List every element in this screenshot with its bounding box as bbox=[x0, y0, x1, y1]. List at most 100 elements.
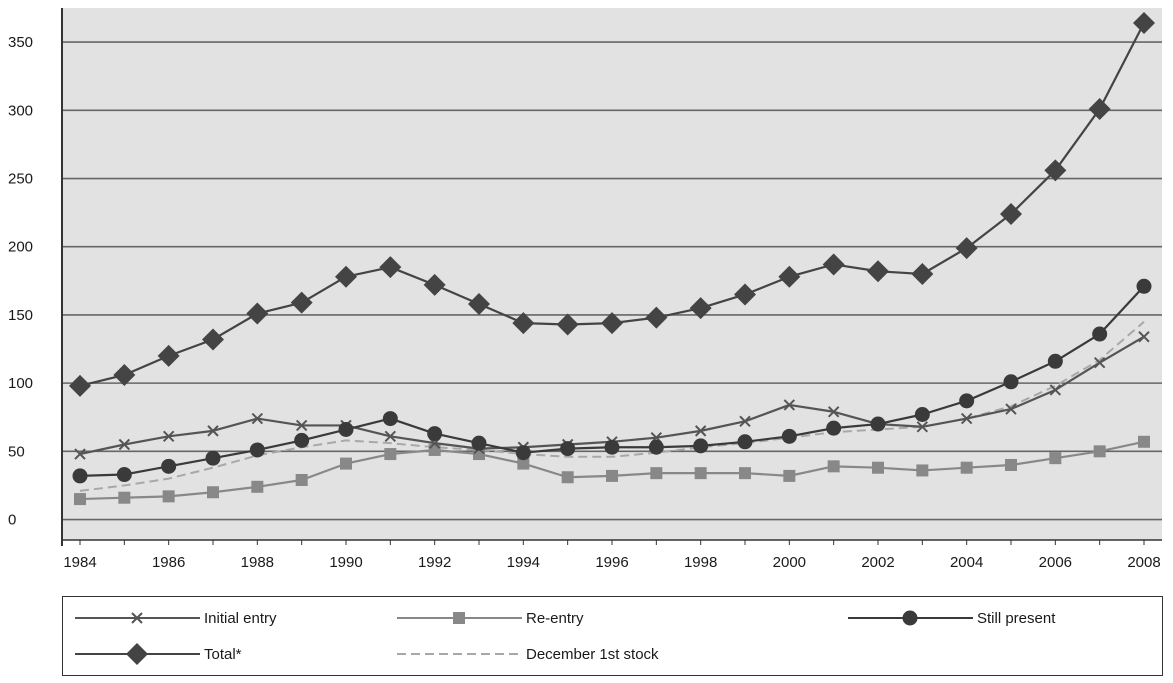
y-tick-label: 0 bbox=[8, 512, 16, 529]
data-point-re-entry bbox=[872, 461, 884, 474]
data-point-still-present bbox=[737, 434, 753, 450]
data-point-initial-entry bbox=[739, 415, 751, 428]
data-point-total bbox=[645, 306, 668, 329]
data-point-re-entry bbox=[162, 490, 175, 503]
data-point-total bbox=[1044, 159, 1067, 182]
data-point-re-entry bbox=[827, 460, 840, 473]
series-december-1st-stock bbox=[79, 320, 1145, 492]
data-point-total bbox=[1000, 202, 1022, 225]
plot-area bbox=[62, 8, 1162, 540]
axes bbox=[61, 8, 1162, 546]
data-point-re-entry bbox=[74, 493, 86, 506]
x-tick-label: 1992 bbox=[418, 554, 451, 571]
x-tick-label: 1994 bbox=[507, 554, 540, 571]
data-point-total bbox=[113, 363, 136, 386]
legend-marker bbox=[126, 643, 148, 665]
legend-marker bbox=[902, 610, 918, 626]
data-point-total bbox=[734, 283, 756, 306]
x-tick-label: 1986 bbox=[152, 554, 185, 571]
x-tick-label: 2002 bbox=[861, 554, 894, 571]
data-point-total bbox=[867, 260, 889, 283]
data-point-re-entry bbox=[207, 486, 219, 499]
data-point-total bbox=[379, 256, 402, 279]
legend-item-re-entry: Re-entry bbox=[397, 607, 584, 629]
series-lines bbox=[69, 12, 1155, 506]
x-tick-label: 2000 bbox=[773, 554, 806, 571]
data-point-re-entry bbox=[517, 457, 530, 470]
data-point-initial-entry bbox=[162, 430, 175, 443]
data-point-still-present bbox=[205, 450, 221, 466]
data-point-total bbox=[822, 253, 845, 276]
legend-swatch-dashed-line-icon bbox=[397, 653, 522, 655]
data-point-total bbox=[335, 265, 357, 288]
data-point-total bbox=[778, 265, 801, 288]
legend-item-initial-entry: Initial entry bbox=[75, 607, 277, 629]
data-point-re-entry bbox=[428, 443, 441, 456]
data-point-re-entry bbox=[1049, 452, 1062, 465]
data-point-initial-entry bbox=[783, 399, 796, 411]
x-tick-label: 1988 bbox=[241, 554, 274, 571]
data-point-re-entry bbox=[340, 457, 352, 470]
y-tick-label: 200 bbox=[8, 239, 33, 256]
data-point-still-present bbox=[870, 416, 886, 432]
data-point-initial-entry bbox=[916, 421, 929, 433]
data-point-initial-entry bbox=[384, 430, 397, 443]
data-point-initial-entry bbox=[694, 425, 707, 437]
data-point-still-present bbox=[515, 445, 531, 461]
line-chart: 0 50 100 150 200 250 300 350 1984 1986 1988 1990 199… bbox=[8, 8, 1162, 571]
x-tick-label: 2004 bbox=[950, 554, 983, 571]
data-point-still-present bbox=[693, 438, 709, 454]
data-point-initial-entry bbox=[960, 412, 973, 425]
data-point-still-present bbox=[427, 426, 443, 442]
data-point-still-present bbox=[560, 441, 576, 457]
legend-item-december-1st-stock: December 1st stock bbox=[397, 643, 659, 665]
data-point-total bbox=[157, 344, 180, 367]
data-point-total bbox=[202, 328, 224, 351]
data-point-re-entry bbox=[561, 471, 574, 484]
tick-labels: 0 50 100 150 200 250 300 350 1984 1986 1988 1990 199… bbox=[8, 34, 1161, 571]
legend-label: December 1st stock bbox=[526, 645, 659, 663]
data-point-still-present bbox=[648, 439, 664, 455]
data-point-re-entry bbox=[960, 461, 973, 474]
legend-label: Total* bbox=[204, 645, 242, 663]
legend-swatch-diamond-icon bbox=[75, 643, 200, 665]
data-point-still-present bbox=[72, 468, 88, 484]
data-point-still-present bbox=[338, 422, 354, 438]
data-point-still-present bbox=[1092, 326, 1108, 342]
y-tick-label: 100 bbox=[8, 375, 33, 392]
legend-item-total: Total* bbox=[75, 643, 242, 665]
data-point-initial-entry bbox=[1049, 384, 1062, 396]
data-point-still-present bbox=[826, 420, 842, 436]
y-tick-label: 150 bbox=[8, 307, 33, 324]
data-point-re-entry bbox=[1138, 435, 1150, 448]
data-point-re-entry bbox=[739, 467, 751, 480]
series-still-present bbox=[72, 278, 1152, 484]
data-point-still-present bbox=[959, 393, 975, 409]
data-point-still-present bbox=[1047, 353, 1063, 369]
legend-label: Initial entry bbox=[204, 609, 277, 627]
data-point-still-present bbox=[604, 439, 620, 455]
data-point-total bbox=[689, 297, 712, 320]
legend-marker bbox=[131, 612, 143, 624]
data-point-total bbox=[955, 237, 978, 260]
y-tick-label: 50 bbox=[8, 443, 25, 460]
data-point-total bbox=[1088, 97, 1111, 120]
data-point-re-entry bbox=[783, 469, 796, 482]
data-point-initial-entry bbox=[1138, 331, 1150, 343]
legend-swatch-x-icon bbox=[75, 612, 200, 624]
data-point-total bbox=[423, 273, 446, 296]
data-point-total bbox=[1133, 12, 1155, 35]
data-point-initial-entry bbox=[1005, 403, 1017, 415]
data-point-initial-entry bbox=[295, 419, 308, 432]
data-point-total bbox=[601, 312, 623, 335]
data-point-initial-entry bbox=[118, 438, 131, 451]
x-tick-label: 1998 bbox=[684, 554, 717, 571]
data-point-total bbox=[290, 291, 313, 314]
legend-marker bbox=[453, 612, 465, 624]
data-point-still-present bbox=[294, 432, 310, 448]
data-point-total bbox=[246, 302, 269, 325]
legend-item-still-present: Still present bbox=[848, 607, 1055, 629]
data-point-re-entry bbox=[118, 491, 131, 504]
data-point-total bbox=[911, 263, 934, 285]
data-point-still-present bbox=[249, 442, 265, 458]
